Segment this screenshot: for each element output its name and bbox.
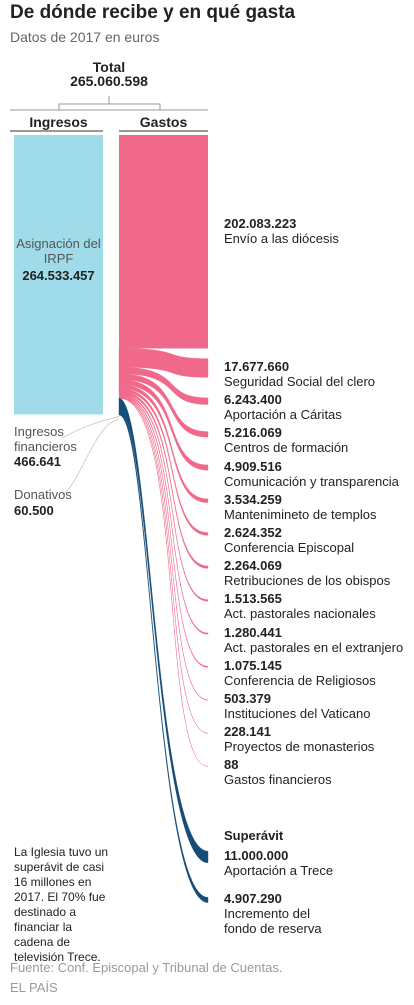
total-bracket bbox=[10, 96, 208, 111]
expense-flow bbox=[118, 373, 209, 438]
right-header: Gastos bbox=[139, 114, 188, 130]
expense-flow bbox=[118, 396, 209, 668]
income-label: Ingresos financieros bbox=[14, 424, 77, 454]
expense-label: Seguridad Social del clero bbox=[224, 374, 376, 389]
expense-value: 202.083.223 bbox=[224, 216, 297, 231]
expense-label: Comunicación y transparencia bbox=[224, 473, 399, 489]
expense-label: Centros de formación bbox=[224, 440, 349, 456]
income-flow bbox=[61, 419, 120, 496]
credit: EL PAÍS bbox=[10, 980, 58, 995]
expense-label: Act. pastorales nacionales bbox=[224, 606, 376, 622]
income-value: 60.500 bbox=[14, 503, 54, 518]
surplus-label: Aportación a Trece bbox=[224, 863, 334, 878]
expense-value: 2.624.352 bbox=[224, 525, 282, 540]
note: La Iglesia tuvo un superávit de casi 16 … bbox=[14, 845, 109, 964]
expense-value: 17.677.660 bbox=[224, 359, 290, 374]
expense-value: 503.379 bbox=[224, 691, 271, 706]
chart-title: De dónde recibe y en qué gasta bbox=[10, 2, 296, 23]
expense-flow bbox=[118, 397, 209, 767]
expense-flow bbox=[118, 387, 209, 536]
expense-flow bbox=[118, 393, 209, 602]
surplus-value: 11.000.000 bbox=[224, 848, 289, 863]
total-value: 265.060.598 bbox=[70, 73, 148, 89]
expense-value: 2.264.069 bbox=[224, 558, 282, 574]
expense-value: 1.280.441 bbox=[224, 624, 282, 640]
income-label: Donativos bbox=[14, 487, 72, 502]
expense-value: 88 bbox=[224, 757, 239, 773]
expense-flow bbox=[118, 379, 209, 471]
expense-label: Gastos financieros bbox=[224, 772, 332, 788]
expense-value: 5.216.069 bbox=[224, 425, 282, 441]
surplus-flow bbox=[118, 409, 209, 903]
surplus-flow bbox=[118, 397, 209, 864]
expense-value: 6.243.400 bbox=[224, 392, 282, 408]
income-value: 264.533.457 bbox=[22, 268, 95, 283]
expense-flow bbox=[118, 348, 209, 378]
income-bar bbox=[14, 135, 103, 415]
expense-label: Act. pastorales en el extranjero bbox=[224, 639, 404, 655]
expense-flow bbox=[118, 366, 209, 405]
expense-label: Mantenimineto de templos bbox=[224, 506, 377, 522]
surplus-value: 4.907.290 bbox=[224, 891, 282, 906]
subtitle: Datos de 2017 en euros bbox=[10, 29, 160, 45]
expense-flow bbox=[118, 390, 209, 569]
expense-flow bbox=[118, 394, 209, 635]
income-value: 466.641 bbox=[14, 454, 61, 469]
expense-label: Aportación a Cáritas bbox=[224, 407, 342, 423]
expense-label: Instituciones del Vaticano bbox=[224, 706, 371, 721]
total-label: Total bbox=[92, 59, 126, 75]
expense-flow bbox=[118, 384, 209, 503]
expense-label: Retribuciones de los obispos bbox=[224, 573, 391, 589]
expense-value: 3.534.259 bbox=[224, 491, 282, 507]
expense-value: 1.075.145 bbox=[224, 657, 282, 673]
expense-value: 1.513.565 bbox=[224, 591, 282, 607]
surplus-title: Superávit bbox=[224, 828, 284, 843]
expense-flow bbox=[118, 397, 209, 734]
expense-value: 4.909.516 bbox=[224, 458, 282, 474]
expense-label: Envío a las diócesis bbox=[224, 231, 339, 246]
income-flow bbox=[61, 416, 120, 439]
income-label: Asignación del IRPF bbox=[16, 236, 101, 266]
expense-label: Conferencia Episcopal bbox=[224, 540, 355, 555]
left-header: Ingresos bbox=[29, 114, 88, 130]
expense-label: Conferencia de Religiosos bbox=[224, 672, 376, 688]
expense-bar bbox=[119, 135, 208, 349]
expense-flow bbox=[118, 397, 209, 701]
expense-value: 228.141 bbox=[224, 724, 271, 740]
expense-label: Proyectos de monasterios bbox=[224, 739, 375, 755]
surplus-label: Incremento del fondo de reserva bbox=[224, 906, 322, 936]
source: Fuente: Conf. Episcopal y Tribunal de Cu… bbox=[10, 960, 283, 975]
